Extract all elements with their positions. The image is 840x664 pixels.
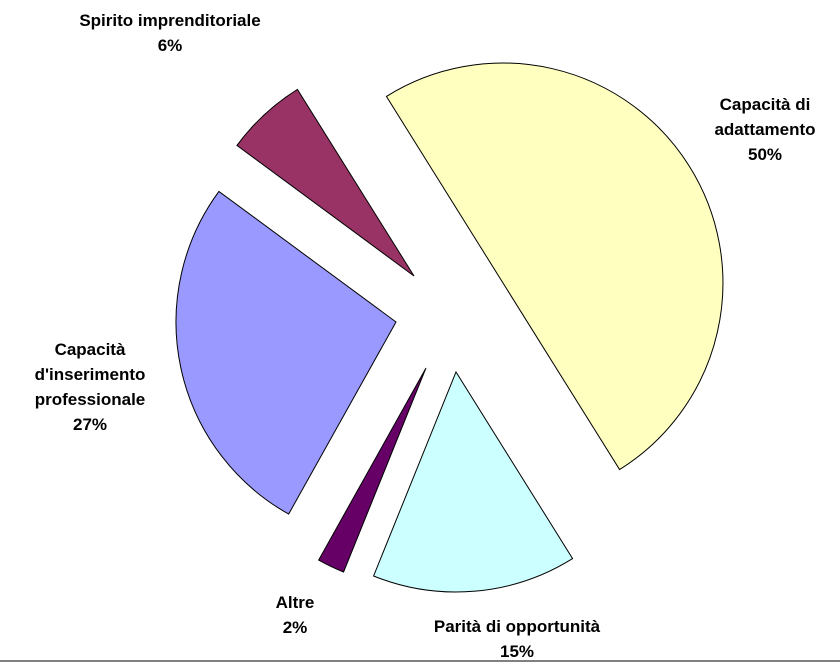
- category-label: Spirito imprenditoriale: [79, 11, 261, 30]
- slice-label: Spirito imprenditoriale 6%: [70, 8, 270, 58]
- slice-label: Parità di opportunità 15%: [387, 614, 647, 664]
- value-label: 50%: [747, 145, 783, 164]
- category-label: Altre: [275, 593, 315, 612]
- slice-label: Capacità d'inserimento professionale 27%: [0, 337, 180, 437]
- value-label: 2%: [282, 618, 308, 637]
- value-label: 27%: [72, 415, 108, 434]
- category-label: Capacità di adattamento: [714, 95, 816, 139]
- value-label: 6%: [157, 36, 183, 55]
- slice-label: Capacità di adattamento 50%: [690, 92, 840, 167]
- pie-slice: [317, 367, 427, 573]
- value-label: 15%: [499, 642, 535, 661]
- category-label: Parità di opportunità: [433, 617, 601, 636]
- category-label: Capacità d'inserimento professionale: [34, 340, 146, 409]
- pie-slice: [175, 190, 397, 515]
- pie-slice: [236, 88, 415, 277]
- pie-slice: [372, 370, 574, 593]
- pie-slice: [385, 62, 724, 471]
- slice-label: Altre 2%: [255, 590, 335, 640]
